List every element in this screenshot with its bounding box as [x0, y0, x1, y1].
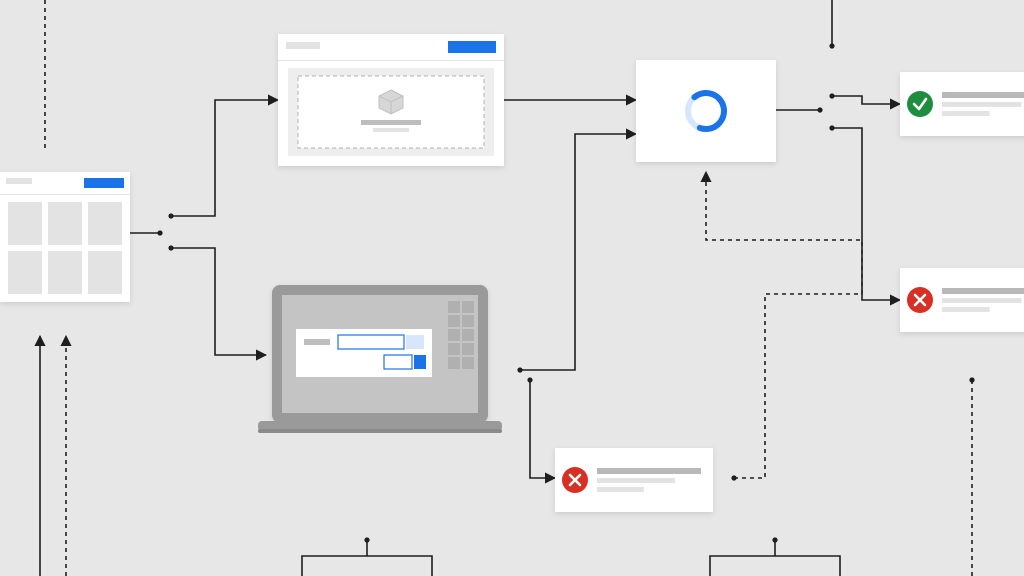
upload-dialog-card — [278, 34, 504, 166]
grid-cell — [48, 202, 82, 245]
grid-cell — [8, 251, 42, 294]
grid-cell — [88, 202, 122, 245]
error-card-bottom — [555, 448, 713, 512]
flow-diagram — [0, 0, 1024, 576]
grid-cell — [48, 251, 82, 294]
submit-button[interactable] — [414, 355, 426, 369]
grid-cell — [8, 202, 42, 245]
success-card — [900, 72, 1024, 136]
grid-cell — [88, 251, 122, 294]
laptop-card — [258, 285, 502, 433]
grid-page-card — [0, 172, 130, 302]
spinner-card — [636, 60, 776, 162]
error-card-right — [900, 268, 1024, 332]
